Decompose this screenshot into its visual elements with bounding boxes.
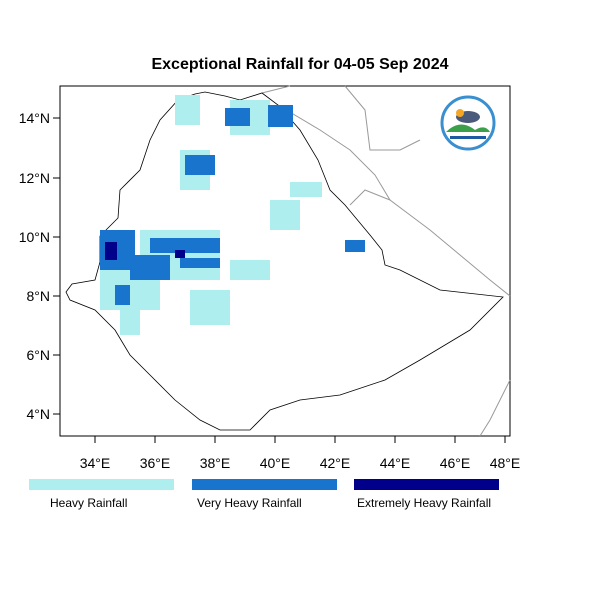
x-tick-label: 46°E bbox=[440, 455, 471, 471]
y-axis-ticks bbox=[53, 117, 60, 415]
y-tick-label: 6°N bbox=[27, 347, 51, 363]
legend-label-heavy: Heavy Rainfall bbox=[50, 496, 128, 510]
x-tick-label: 38°E bbox=[200, 455, 231, 471]
map-title: Exceptional Rainfall for 04-05 Sep 2024 bbox=[151, 56, 449, 73]
legend-label-extremely-heavy: Extremely Heavy Rainfall bbox=[357, 496, 492, 510]
y-tick-label: 10°N bbox=[19, 229, 50, 245]
y-tick-label: 8°N bbox=[27, 288, 51, 304]
y-tick-label: 14°N bbox=[19, 110, 50, 126]
country-outline bbox=[65, 91, 504, 431]
x-tick-label: 48°E bbox=[490, 455, 521, 471]
x-tick-label: 34°E bbox=[80, 455, 111, 471]
legend-label-very-heavy: Very Heavy Rainfall bbox=[197, 496, 302, 510]
x-tick-label: 42°E bbox=[320, 455, 351, 471]
y-tick-label: 4°N bbox=[27, 406, 51, 422]
rainfall-extremely-heavy bbox=[105, 242, 185, 260]
x-tick-label: 40°E bbox=[260, 455, 291, 471]
x-tick-label: 44°E bbox=[380, 455, 411, 471]
legend-swatch-extremely-heavy bbox=[354, 479, 499, 490]
x-axis-ticks bbox=[94, 436, 506, 443]
y-tick-label: 12°N bbox=[19, 170, 50, 186]
institute-logo bbox=[440, 95, 496, 151]
legend-swatch-very-heavy bbox=[192, 479, 337, 490]
x-tick-label: 36°E bbox=[140, 455, 171, 471]
neighbour-borders bbox=[261, 85, 511, 437]
legend-swatch-heavy bbox=[29, 479, 174, 490]
